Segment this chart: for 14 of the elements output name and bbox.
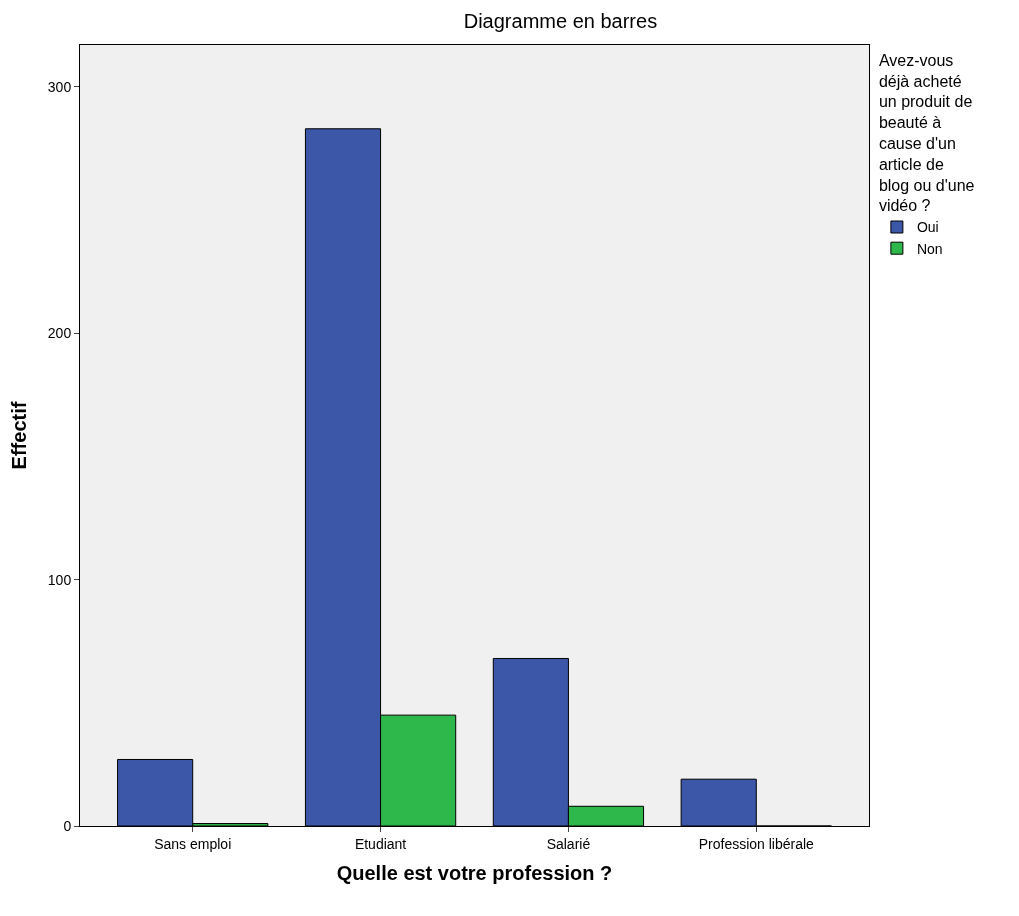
x-tick-label: Salarié — [546, 835, 591, 852]
x-tick-label: Etudiant — [354, 835, 407, 852]
y-axis-title: Effectif — [8, 401, 31, 470]
y-tick-label: 0 — [63, 817, 72, 834]
x-axis-title: Quelle est votre profession ? — [336, 862, 613, 885]
x-tick-label: Profession libérale — [698, 835, 815, 852]
legend-label: Oui — [916, 219, 939, 236]
x-tick-label: Sans emploi — [154, 835, 232, 852]
legend-label: Non — [916, 240, 943, 257]
chart-title: Diagramme en barres — [463, 9, 658, 32]
y-tick-label: 200 — [47, 325, 72, 342]
y-tick-label: 100 — [47, 571, 72, 588]
legend-title: Avez-vous déjà acheté un produit de beauté à cause d'un article de blog ou d'une vidéo ? — [878, 51, 975, 215]
y-tick-label: 300 — [47, 78, 72, 95]
